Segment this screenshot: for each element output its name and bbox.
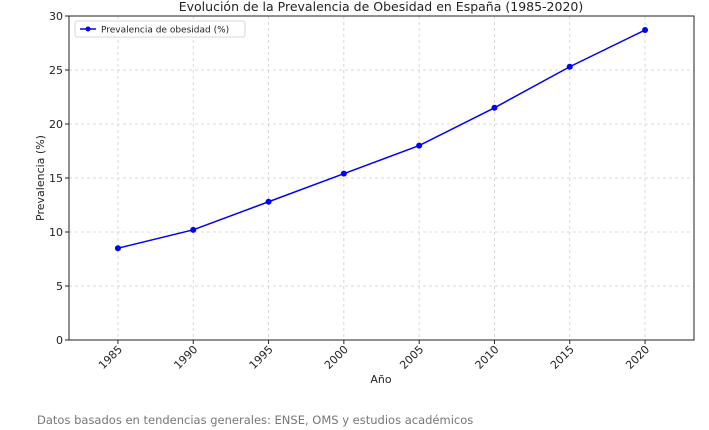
data-point xyxy=(265,198,272,205)
data-point xyxy=(340,170,347,177)
x-axis: 1985 1990 1995 2000 2005 2010 2015 2020 xyxy=(96,340,652,372)
x-tick-label: 1985 xyxy=(96,343,125,372)
grid xyxy=(69,15,694,341)
plot-frame xyxy=(68,15,695,341)
x-tick-label: 2020 xyxy=(623,343,652,372)
x-tick-label: 1990 xyxy=(171,343,200,372)
x-tick-label: 2015 xyxy=(548,343,577,372)
x-axis-label: Año xyxy=(370,373,391,386)
y-tick-label: 20 xyxy=(49,118,63,131)
data-point xyxy=(190,226,197,233)
y-axis-label: Prevalencia (%) xyxy=(34,135,47,221)
y-tick-label: 15 xyxy=(49,172,63,185)
y-tick-label: 30 xyxy=(49,10,63,23)
x-tick-label: 1995 xyxy=(247,343,276,372)
y-tick-label: 5 xyxy=(56,280,63,293)
y-axis: 0 5 10 15 20 25 30 xyxy=(49,10,69,347)
data-point xyxy=(566,63,573,70)
x-tick-label: 2005 xyxy=(397,343,426,372)
legend-marker xyxy=(85,26,91,32)
source-note: Datos basados en tendencias generales: E… xyxy=(37,413,474,427)
series-layer xyxy=(114,27,649,252)
series-line xyxy=(117,29,646,249)
legend-box xyxy=(74,20,246,38)
y-tick-label: 10 xyxy=(49,226,63,239)
chart-title: Evolución de la Prevalencia de Obesidad … xyxy=(179,0,584,14)
y-tick-label: 0 xyxy=(56,334,63,347)
legend-label: Prevalencia de obesidad (%) xyxy=(101,26,229,36)
legend: Prevalencia de obesidad (%) xyxy=(74,20,246,38)
data-point xyxy=(491,104,498,111)
x-tick-label: 2000 xyxy=(322,343,351,372)
y-tick-label: 25 xyxy=(49,64,63,77)
data-point xyxy=(642,27,649,34)
x-tick-label: 2010 xyxy=(473,343,502,372)
data-point xyxy=(416,142,423,149)
data-point xyxy=(114,245,121,252)
line-chart: Evolución de la Prevalencia de Obesidad … xyxy=(34,0,695,386)
